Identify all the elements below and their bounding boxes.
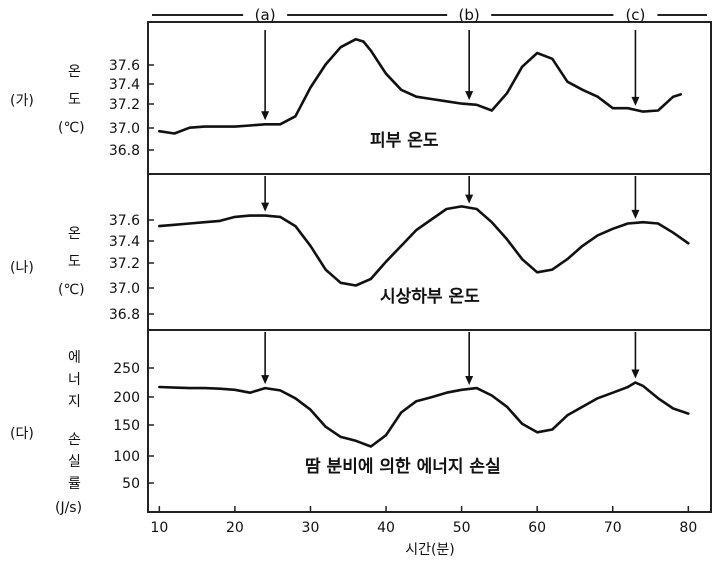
ylabel-char: 지 bbox=[68, 394, 81, 410]
y-tick-label: 37.6 bbox=[109, 213, 140, 229]
x-tick-label: 40 bbox=[377, 520, 395, 536]
y-tick-label: 37.4 bbox=[109, 234, 140, 250]
annotation-skin: 피부 온도 bbox=[370, 131, 439, 151]
marker-label: (c) bbox=[625, 6, 645, 24]
y-tick-label: 37.6 bbox=[109, 58, 140, 74]
y-tick-label: 50 bbox=[122, 476, 140, 492]
ylabel-char: (℃) bbox=[58, 282, 85, 298]
x-tick-label: 80 bbox=[679, 520, 697, 536]
marker-label: (b) bbox=[459, 6, 480, 24]
panel-label-ga: (가) bbox=[10, 93, 34, 109]
y-tick-label: 200 bbox=[113, 390, 140, 406]
ylabel-char: (J/s) bbox=[55, 500, 82, 516]
annotation-sweat: 땀 분비에 의한 에너지 손실 bbox=[305, 457, 501, 477]
panel-label-da: (다) bbox=[10, 426, 34, 442]
x-tick-label: 70 bbox=[604, 520, 622, 536]
ylabel-char: 손 bbox=[68, 432, 81, 448]
ylabel-char: 온 bbox=[68, 64, 81, 80]
ylabel-char: 온 bbox=[68, 226, 81, 242]
panel-label-na: (나) bbox=[10, 260, 34, 276]
y-tick-label: 37.0 bbox=[109, 281, 140, 297]
chart-frame bbox=[147, 21, 712, 513]
ylabel-char: 너 bbox=[68, 372, 81, 388]
ylabel-char: (℃) bbox=[58, 120, 85, 136]
x-tick-label: 10 bbox=[150, 520, 168, 536]
marker-arrow-head bbox=[261, 111, 270, 121]
marker-arrow-head bbox=[261, 375, 270, 385]
y-tick-label: 36.8 bbox=[109, 307, 140, 323]
ylabel-char: 도 bbox=[68, 254, 81, 270]
marker-arrow-head bbox=[631, 209, 640, 219]
ylabel-char: 도 bbox=[68, 92, 81, 108]
marker-label: (a) bbox=[255, 6, 276, 24]
y-tick-label: 36.8 bbox=[109, 143, 140, 159]
marker-arrow-head bbox=[465, 194, 474, 204]
x-tick-label: 60 bbox=[528, 520, 546, 536]
y-tick-label: 100 bbox=[113, 449, 140, 465]
series-line-panel-3 bbox=[158, 381, 690, 448]
y-tick-label: 37.0 bbox=[109, 121, 140, 137]
series-line-panel-2 bbox=[158, 205, 690, 287]
y-tick-label: 37.4 bbox=[109, 77, 140, 93]
ylabel-char: 에 bbox=[68, 350, 81, 366]
y-tick-label: 150 bbox=[113, 418, 140, 434]
marker-arrow-head bbox=[631, 369, 640, 379]
y-tick-label: 37.2 bbox=[109, 256, 140, 272]
ylabel-char: 실 bbox=[68, 454, 81, 470]
series-line-panel-1 bbox=[158, 37, 683, 135]
y-tick-label: 250 bbox=[113, 361, 140, 377]
marker-arrow-head bbox=[465, 375, 474, 385]
x-axis-title: 시간(분) bbox=[405, 542, 455, 558]
marker-arrow-head bbox=[261, 202, 270, 212]
marker-arrow-head bbox=[465, 91, 474, 101]
x-tick-label: 50 bbox=[453, 520, 471, 536]
ylabel-char: 률 bbox=[68, 476, 81, 492]
marker-arrow-head bbox=[631, 96, 640, 106]
x-tick-label: 30 bbox=[302, 520, 320, 536]
x-tick-label: 20 bbox=[226, 520, 244, 536]
y-tick-label: 37.2 bbox=[109, 97, 140, 113]
annotation-hypothalamus: 시상하부 온도 bbox=[380, 287, 480, 307]
